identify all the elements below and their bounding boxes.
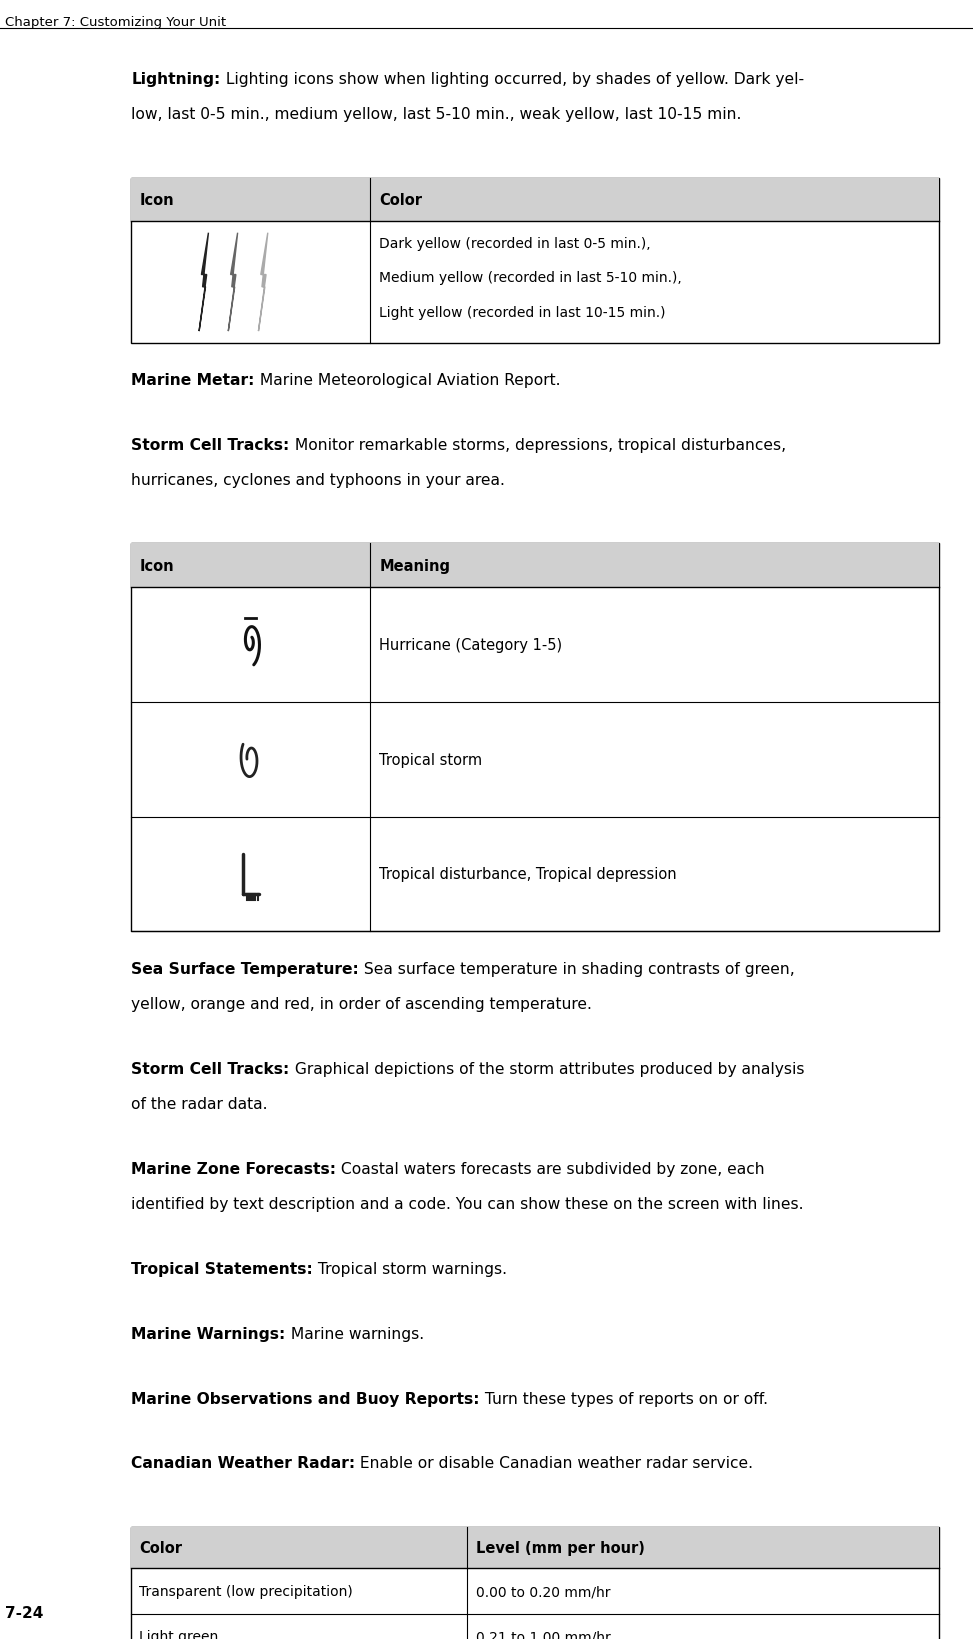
- Text: Dark yellow (recorded in last 0-5 min.),: Dark yellow (recorded in last 0-5 min.),: [379, 236, 651, 251]
- Text: Lightning:: Lightning:: [131, 72, 221, 87]
- Text: identified by text description and a code. You can show these on the screen with: identified by text description and a cod…: [131, 1196, 804, 1211]
- Bar: [131, 1528, 939, 1639]
- Polygon shape: [259, 233, 268, 331]
- Text: low, last 0-5 min., medium yellow, last 5-10 min., weak yellow, last 10-15 min.: low, last 0-5 min., medium yellow, last …: [131, 108, 741, 123]
- Text: Color: Color: [379, 193, 422, 208]
- Text: Enable or disable Canadian weather radar service.: Enable or disable Canadian weather radar…: [355, 1455, 753, 1470]
- Text: Storm Cell Tracks:: Storm Cell Tracks:: [131, 438, 290, 452]
- Text: Lighting icons show when lighting occurred, by shades of yellow. Dark yel-: Lighting icons show when lighting occurr…: [221, 72, 804, 87]
- Text: Turn these types of reports on or off.: Turn these types of reports on or off.: [480, 1390, 768, 1406]
- Text: 0.00 to 0.20 mm/hr: 0.00 to 0.20 mm/hr: [476, 1583, 611, 1598]
- Text: Sea surface temperature in shading contrasts of green,: Sea surface temperature in shading contr…: [359, 960, 795, 977]
- Bar: [131, 179, 939, 343]
- Text: Marine warnings.: Marine warnings.: [286, 1326, 423, 1341]
- Text: yellow, orange and red, in order of ascending temperature.: yellow, orange and red, in order of asce…: [131, 997, 593, 1011]
- Text: Level (mm per hour): Level (mm per hour): [476, 1541, 645, 1555]
- Text: Monitor remarkable storms, depressions, tropical disturbances,: Monitor remarkable storms, depressions, …: [290, 438, 786, 452]
- Text: 0.21 to 1.00 mm/hr: 0.21 to 1.00 mm/hr: [476, 1629, 611, 1639]
- Text: Sea Surface Temperature:: Sea Surface Temperature:: [131, 960, 359, 977]
- Text: Graphical depictions of the storm attributes produced by analysis: Graphical depictions of the storm attrib…: [290, 1062, 804, 1077]
- Text: Marine Meteorological Aviation Report.: Marine Meteorological Aviation Report.: [255, 372, 560, 388]
- Text: Marine Zone Forecasts:: Marine Zone Forecasts:: [131, 1160, 337, 1177]
- Text: Coastal waters forecasts are subdivided by zone, each: Coastal waters forecasts are subdivided …: [337, 1160, 765, 1177]
- Text: Medium yellow (recorded in last 5-10 min.),: Medium yellow (recorded in last 5-10 min…: [379, 270, 682, 285]
- Text: Light green: Light green: [139, 1629, 218, 1639]
- Bar: [131, 544, 939, 587]
- Text: Marine Observations and Buoy Reports:: Marine Observations and Buoy Reports:: [131, 1390, 480, 1406]
- Text: Color: Color: [139, 1541, 182, 1555]
- Text: Tropical disturbance, Tropical depression: Tropical disturbance, Tropical depressio…: [379, 867, 677, 882]
- Text: Light yellow (recorded in last 10-15 min.): Light yellow (recorded in last 10-15 min…: [379, 305, 666, 320]
- Text: 7-24: 7-24: [5, 1605, 43, 1619]
- Text: Marine Metar:: Marine Metar:: [131, 372, 255, 388]
- Text: Icon: Icon: [139, 193, 174, 208]
- Text: Chapter 7: Customizing Your Unit: Chapter 7: Customizing Your Unit: [5, 15, 226, 28]
- Text: Hurricane (Category 1-5): Hurricane (Category 1-5): [379, 638, 562, 652]
- Bar: [131, 179, 939, 221]
- Text: Marine Warnings:: Marine Warnings:: [131, 1326, 286, 1341]
- Text: Tropical storm: Tropical storm: [379, 752, 483, 767]
- Bar: [131, 544, 939, 931]
- Text: Tropical storm warnings.: Tropical storm warnings.: [313, 1262, 507, 1277]
- Polygon shape: [199, 233, 208, 331]
- Text: Canadian Weather Radar:: Canadian Weather Radar:: [131, 1455, 355, 1470]
- Bar: [131, 1526, 939, 1569]
- Text: Meaning: Meaning: [379, 559, 450, 574]
- Text: of the radar data.: of the radar data.: [131, 1096, 268, 1111]
- Polygon shape: [229, 233, 237, 331]
- Text: Transparent (low precipitation): Transparent (low precipitation): [139, 1583, 353, 1598]
- Text: hurricanes, cyclones and typhoons in your area.: hurricanes, cyclones and typhoons in you…: [131, 472, 505, 488]
- Text: Storm Cell Tracks:: Storm Cell Tracks:: [131, 1062, 290, 1077]
- Text: Tropical Statements:: Tropical Statements:: [131, 1262, 313, 1277]
- Text: Icon: Icon: [139, 559, 174, 574]
